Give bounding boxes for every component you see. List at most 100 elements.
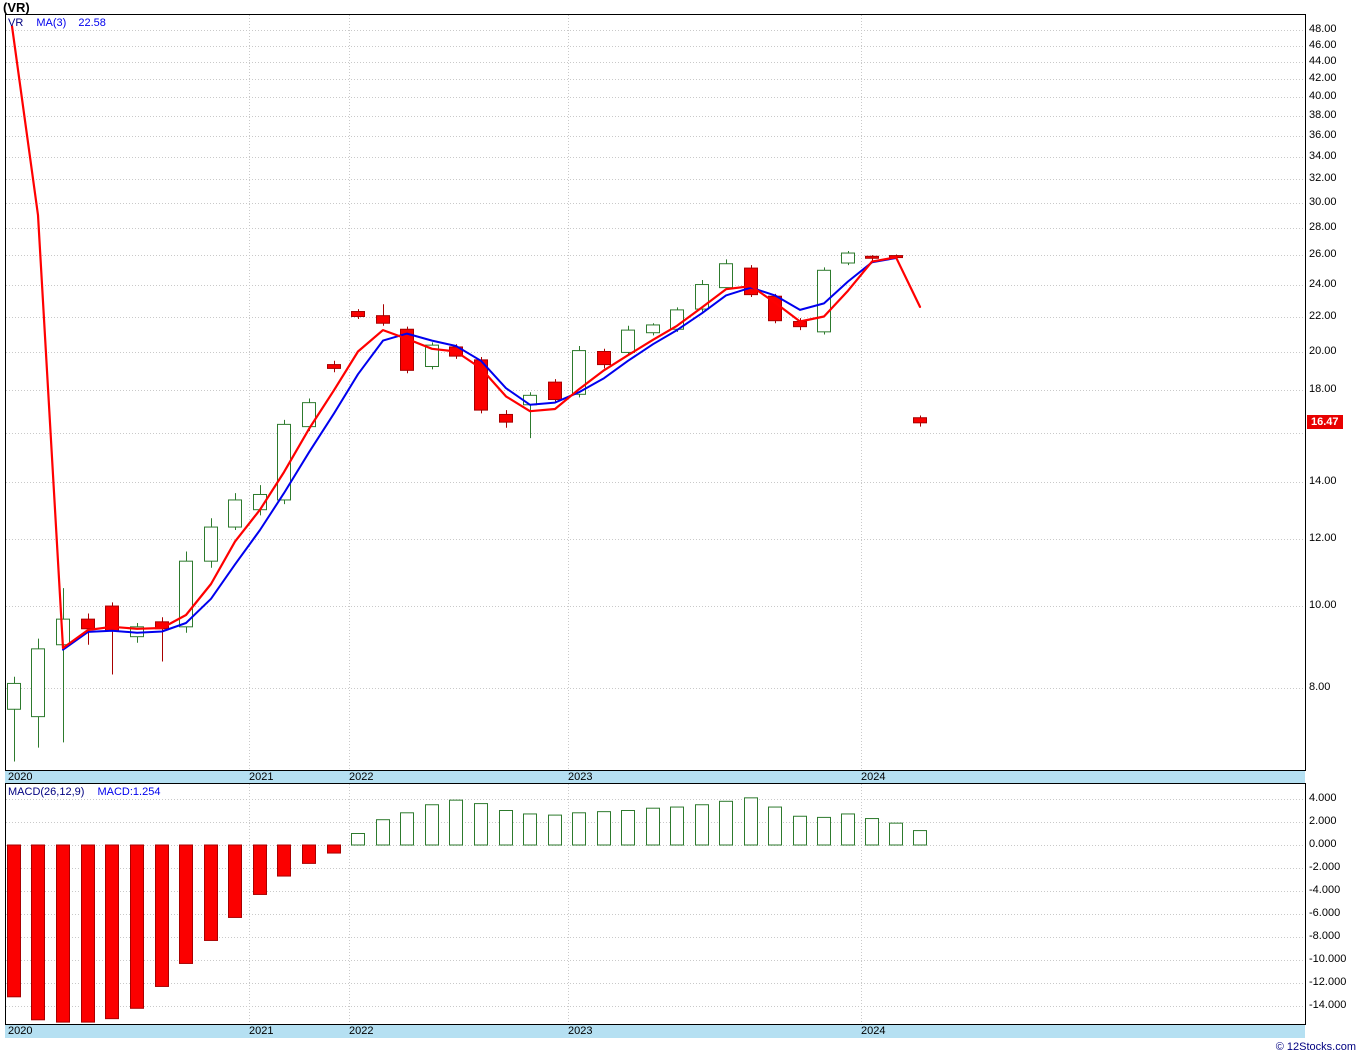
candle	[277, 419, 291, 505]
price-tick-label: 48.00	[1309, 23, 1337, 35]
macd-bar	[7, 844, 21, 998]
macd-tick-label: -6.000	[1309, 907, 1341, 919]
copyright-label: © 12Stocks.com	[1275, 1041, 1356, 1053]
macd-bar	[130, 844, 144, 1009]
year-label: 2023	[568, 771, 593, 783]
year-label: 2024	[861, 1025, 886, 1037]
macd-bar	[400, 812, 414, 846]
candle	[719, 259, 733, 290]
candle	[302, 398, 316, 432]
macd-bar	[474, 803, 488, 846]
macd-bar	[31, 844, 45, 1021]
price-tick-label: 40.00	[1309, 89, 1337, 102]
year-label: 2022	[349, 771, 374, 783]
macd-bar	[105, 844, 119, 1020]
macd-tick-label: -4.000	[1309, 884, 1341, 896]
price-tick-label: 30.00	[1309, 195, 1337, 208]
price-tick-label: 8.00	[1309, 681, 1331, 693]
macd-bar	[817, 816, 831, 846]
macd-bar	[253, 844, 267, 895]
macd-bar	[670, 806, 684, 846]
ma3-line	[10, 25, 922, 650]
candle	[817, 267, 831, 335]
price-tick-label: 12.00	[1309, 532, 1337, 545]
macd-bar	[425, 804, 439, 846]
macd-bar	[81, 844, 95, 1023]
macd-bar	[228, 844, 242, 918]
price-tick-label: 10.00	[1309, 599, 1337, 612]
macd-bar	[376, 819, 390, 846]
macd-tick-label: -12.000	[1309, 976, 1347, 988]
price-tick-label: 22.00	[1309, 309, 1337, 322]
candle	[7, 676, 21, 762]
macd-tick-label: -2.000	[1309, 861, 1341, 873]
price-tick-label: 24.00	[1309, 277, 1337, 290]
macd-tick-label: 4.000	[1309, 792, 1337, 804]
macd-bar	[155, 844, 169, 987]
macd-tick-label: 2.000	[1309, 815, 1337, 827]
candle	[744, 265, 758, 297]
macd-bar	[744, 797, 758, 846]
macd-bar	[204, 844, 218, 941]
candle	[204, 518, 218, 568]
price-panel-frame	[5, 14, 1306, 771]
price-tick-label: 34.00	[1309, 149, 1337, 162]
candle	[695, 279, 709, 312]
macd-bar	[768, 806, 782, 846]
price-tick-label: 32.00	[1309, 171, 1337, 184]
candle	[646, 323, 660, 336]
macd-bar	[646, 807, 660, 846]
ma-value: 22.58	[78, 17, 106, 29]
candle	[179, 551, 193, 633]
price-tick-label: 36.00	[1309, 128, 1337, 141]
candle	[31, 638, 45, 748]
year-label: 2021	[249, 771, 274, 783]
candle	[865, 255, 879, 261]
macd-value-label: MACD:1.254	[97, 786, 161, 798]
price-tick-label: 28.00	[1309, 220, 1337, 233]
macd-tick-label: -10.000	[1309, 953, 1347, 965]
candle	[327, 360, 341, 373]
price-tick-label: 44.00	[1309, 54, 1337, 67]
macd-bar	[572, 812, 586, 846]
macd-bar	[523, 813, 537, 846]
year-label: 2023	[568, 1025, 593, 1037]
macd-bar	[499, 810, 513, 846]
price-tick-label: 14.00	[1309, 475, 1337, 488]
ma-label: MA(3)	[36, 17, 67, 29]
macd-bar	[56, 844, 70, 1023]
macd-bar	[327, 844, 341, 854]
macd-bar	[179, 844, 193, 964]
year-label: 2020	[8, 771, 33, 783]
macd-bar	[719, 800, 733, 846]
macd-tick-label: -14.000	[1309, 999, 1347, 1011]
price-tick-label: 20.00	[1309, 344, 1337, 357]
macd-bar	[449, 799, 463, 846]
macd-bar	[841, 813, 855, 846]
candle	[425, 342, 439, 370]
macd-histogram	[7, 797, 927, 1023]
macd-bar	[597, 811, 611, 846]
candle	[548, 379, 562, 403]
price-tick-label: 42.00	[1309, 72, 1337, 85]
year-label: 2022	[349, 1025, 374, 1037]
macd-bar	[695, 804, 709, 846]
x-axis-band-top: 2020 2021 2022 2023 2024	[5, 771, 1305, 783]
candle	[105, 602, 119, 675]
macd-params-label: MACD(26,12,9)	[8, 786, 85, 798]
macd-tick-label: -8.000	[1309, 930, 1341, 942]
macd-bar	[889, 822, 903, 846]
candle	[499, 410, 513, 428]
macd-bar	[865, 818, 879, 846]
year-label: 2024	[861, 771, 886, 783]
x-axis-band-bottom: 2020 2021 2022 2023 2024	[5, 1025, 1305, 1038]
macd-bar	[793, 815, 807, 846]
slow-ma-line	[62, 257, 897, 651]
macd-bar	[302, 844, 316, 864]
last-price-badge: 16.47	[1307, 414, 1343, 429]
candle	[841, 250, 855, 266]
price-tick-label: 18.00	[1309, 383, 1337, 396]
macd-panel-frame	[5, 783, 1306, 1025]
candle	[621, 325, 635, 355]
macd-legend: MACD(26,12,9) MACD:1.254	[8, 786, 169, 798]
